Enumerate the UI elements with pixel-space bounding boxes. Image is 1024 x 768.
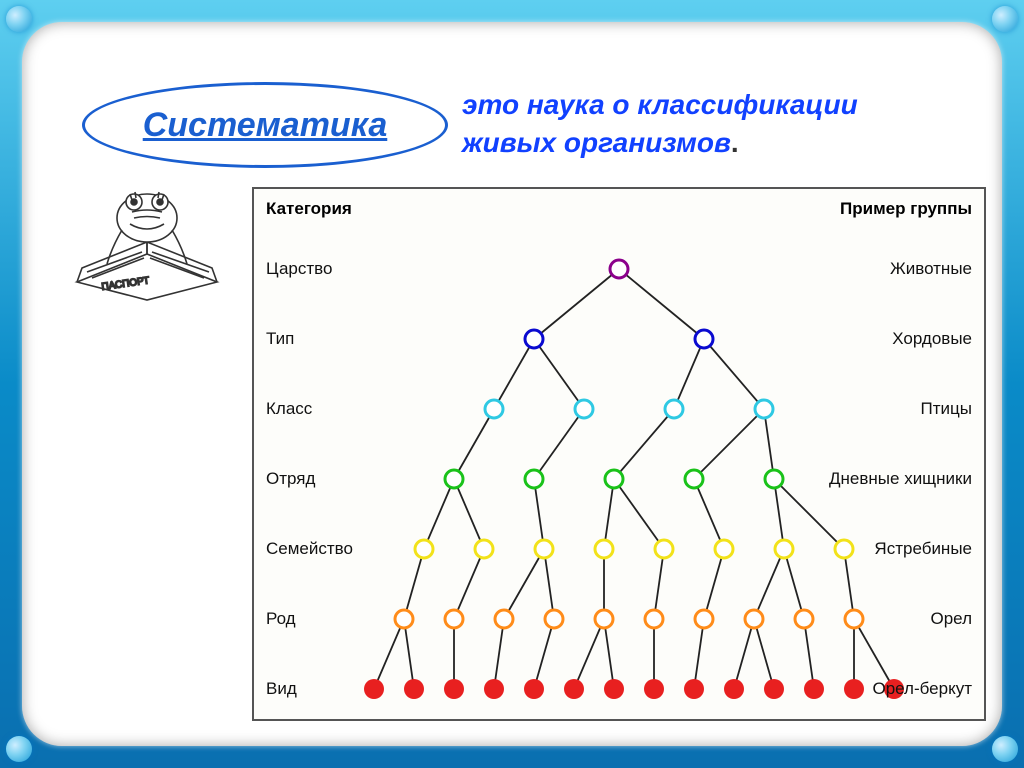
category-label: Тип (266, 329, 294, 349)
outer-frame: Систематика это наука о классификации жи… (0, 0, 1024, 768)
category-label: Отряд (266, 469, 315, 489)
category-label: Семейство (266, 539, 353, 559)
corner-dot (6, 6, 32, 32)
example-label: Орел (931, 609, 973, 629)
example-label: Хордовые (892, 329, 972, 349)
example-label: Орел-беркут (872, 679, 972, 699)
example-label: Дневные хищники (829, 469, 972, 489)
category-label: Род (266, 609, 296, 629)
title-ellipse: Систематика (82, 82, 448, 168)
title-text: Систематика (143, 106, 388, 145)
example-label: Ястребиные (874, 539, 972, 559)
category-label: Вид (266, 679, 297, 699)
corner-dot (992, 6, 1018, 32)
frog-illustration: ПАСПОРТ (72, 172, 222, 302)
corner-dot (6, 736, 32, 762)
taxonomy-diagram: Категория Пример группы ЦарствоЖивотныеТ… (252, 187, 986, 721)
example-label: Птицы (921, 399, 972, 419)
category-label: Царство (266, 259, 332, 279)
definition-text: это наука о классификации живых организм… (462, 86, 858, 162)
corner-dot (992, 736, 1018, 762)
tree-svg (254, 189, 984, 719)
category-label: Класс (266, 399, 312, 419)
example-label: Животные (890, 259, 972, 279)
content-panel: Систематика это наука о классификации жи… (22, 22, 1002, 746)
svg-text:ПАСПОРТ: ПАСПОРТ (101, 275, 150, 293)
